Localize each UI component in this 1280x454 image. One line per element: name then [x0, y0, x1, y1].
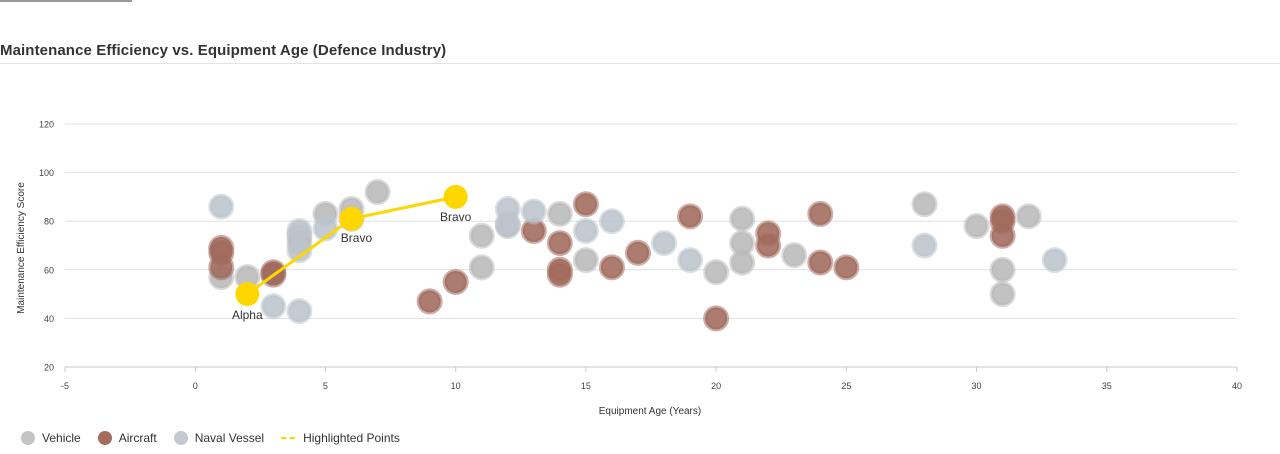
- x-tick-label: -5: [61, 381, 69, 391]
- y-axis-title: Maintenance Efficiency Score: [16, 182, 27, 314]
- grid-lines: [65, 123, 1237, 368]
- x-tick-label: 35: [1102, 381, 1112, 391]
- point-vehicle[interactable]: [703, 259, 730, 286]
- title-divider: [0, 63, 1280, 64]
- highlighted-points: Alpha Bravo Bravo: [232, 184, 472, 322]
- top-accent-bar: [0, 0, 132, 2]
- point-vehicle[interactable]: [781, 242, 808, 269]
- x-tick-label: 0: [193, 381, 198, 391]
- point-aircraft[interactable]: [208, 254, 235, 281]
- point-vehicle[interactable]: [911, 191, 938, 218]
- legend-item-highlighted-points[interactable]: Highlighted Points: [281, 431, 400, 445]
- point-aircraft[interactable]: [833, 254, 860, 281]
- highlight-point[interactable]: [235, 282, 260, 307]
- point-vehicle[interactable]: [572, 247, 599, 274]
- point-vehicle[interactable]: [989, 256, 1016, 283]
- y-tick-label: 80: [44, 217, 54, 227]
- legend-label-vehicle: Vehicle: [42, 431, 81, 445]
- highlight-label: Bravo: [341, 231, 373, 245]
- highlight-label: Bravo: [440, 210, 472, 224]
- point-naval-vessel[interactable]: [286, 217, 313, 244]
- point-vehicle[interactable]: [729, 249, 756, 276]
- point-naval-vessel[interactable]: [677, 247, 704, 274]
- point-naval-vessel[interactable]: [260, 293, 287, 320]
- highlight-point[interactable]: [443, 184, 468, 209]
- point-aircraft[interactable]: [442, 268, 469, 295]
- legend-item-vehicle[interactable]: Vehicle: [21, 431, 81, 445]
- point-vehicle[interactable]: [546, 200, 573, 227]
- point-aircraft[interactable]: [624, 239, 651, 266]
- point-aircraft[interactable]: [807, 200, 834, 227]
- x-tick-label: 30: [972, 381, 982, 391]
- axes: 20 40 60 80 100 120 -5 0 5 10 15 20 25 30 35 40: [39, 120, 1242, 392]
- y-tick-label: 100: [39, 168, 54, 178]
- x-tick-label: 40: [1232, 381, 1242, 391]
- data-points: [208, 179, 1068, 332]
- x-tick-label: 5: [323, 381, 328, 391]
- legend-marker-naval-vessel: [173, 431, 188, 445]
- point-naval-vessel[interactable]: [651, 230, 678, 257]
- point-naval-vessel[interactable]: [598, 208, 625, 235]
- chart-legend: Vehicle Aircraft Naval Vessel Highlighte…: [21, 431, 417, 445]
- point-naval-vessel[interactable]: [286, 298, 313, 325]
- y-tick-label: 20: [44, 363, 54, 373]
- highlight-label: Alpha: [232, 308, 263, 322]
- point-naval-vessel[interactable]: [208, 193, 235, 220]
- y-tick-label: 40: [44, 314, 54, 324]
- point-aircraft[interactable]: [755, 232, 782, 259]
- point-vehicle[interactable]: [989, 281, 1016, 308]
- point-naval-vessel[interactable]: [911, 232, 938, 259]
- legend-item-naval-vessel[interactable]: Naval Vessel: [173, 431, 265, 445]
- point-aircraft[interactable]: [807, 249, 834, 276]
- legend-marker-vehicle: [21, 431, 35, 445]
- point-aircraft[interactable]: [677, 203, 704, 230]
- x-tick-label: 25: [841, 381, 851, 391]
- x-tick-label: 10: [451, 381, 461, 391]
- point-naval-vessel[interactable]: [520, 198, 547, 225]
- point-naval-vessel[interactable]: [494, 210, 521, 237]
- point-naval-vessel[interactable]: [1041, 247, 1068, 274]
- x-tick-label: 20: [711, 381, 721, 391]
- legend-label-aircraft: Aircraft: [118, 431, 157, 445]
- point-aircraft[interactable]: [546, 230, 573, 257]
- point-aircraft[interactable]: [416, 288, 443, 315]
- y-tick-label: 60: [44, 265, 54, 275]
- point-aircraft[interactable]: [598, 254, 625, 281]
- legend-marker-highlighted-points: [281, 437, 296, 439]
- point-aircraft[interactable]: [703, 305, 730, 332]
- point-vehicle[interactable]: [468, 222, 495, 249]
- legend-label-highlighted-points: Highlighted Points: [303, 431, 400, 445]
- point-aircraft[interactable]: [572, 191, 599, 218]
- point-vehicle[interactable]: [468, 254, 495, 281]
- point-vehicle[interactable]: [729, 205, 756, 232]
- legend-label-naval-vessel: Naval Vessel: [194, 431, 265, 445]
- x-tick-label: 15: [581, 381, 591, 391]
- legend-item-aircraft[interactable]: Aircraft: [97, 431, 157, 445]
- point-aircraft[interactable]: [546, 261, 573, 288]
- x-axis-title: Equipment Age (Years): [599, 406, 701, 417]
- point-aircraft[interactable]: [989, 222, 1016, 249]
- point-naval-vessel[interactable]: [572, 217, 599, 244]
- point-vehicle[interactable]: [364, 179, 391, 206]
- legend-marker-aircraft: [97, 431, 112, 445]
- point-vehicle[interactable]: [1015, 203, 1042, 230]
- y-tick-label: 120: [39, 120, 54, 130]
- page-title: Maintenance Efficiency vs. Equipment Age…: [0, 42, 447, 59]
- point-vehicle[interactable]: [963, 213, 990, 240]
- highlight-point[interactable]: [339, 206, 364, 231]
